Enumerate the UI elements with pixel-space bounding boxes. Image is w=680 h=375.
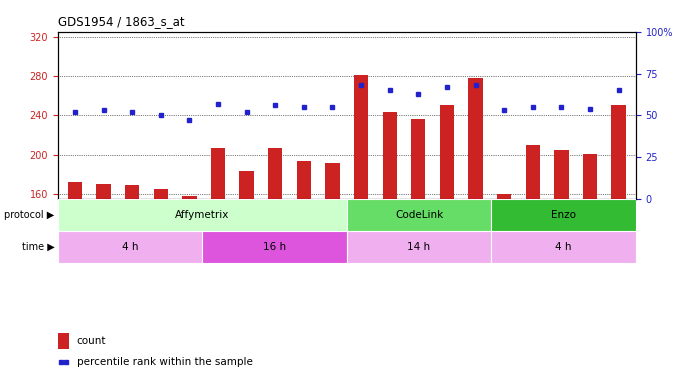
Bar	[440, 105, 454, 351]
Bar	[347, 231, 492, 262]
Text: protocol ▶: protocol ▶	[4, 210, 54, 220]
Bar	[497, 194, 511, 351]
Bar	[411, 119, 426, 351]
Text: CodeLink: CodeLink	[395, 210, 443, 220]
Bar	[611, 105, 626, 351]
Bar	[68, 182, 82, 351]
Bar	[492, 199, 636, 231]
Text: count: count	[77, 336, 106, 346]
Bar	[154, 189, 168, 351]
Bar	[58, 199, 347, 231]
Bar	[268, 148, 282, 351]
Text: percentile rank within the sample: percentile rank within the sample	[77, 357, 252, 367]
Bar	[203, 231, 347, 262]
Text: GDS1954 / 1863_s_at: GDS1954 / 1863_s_at	[58, 15, 184, 28]
Bar	[58, 333, 69, 349]
Text: Enzo: Enzo	[551, 210, 576, 220]
Bar	[182, 196, 197, 351]
Bar	[347, 199, 492, 231]
Text: 16 h: 16 h	[263, 242, 286, 252]
Text: 14 h: 14 h	[407, 242, 430, 252]
Bar	[383, 112, 397, 351]
Bar	[554, 150, 568, 351]
Text: 4 h: 4 h	[556, 242, 572, 252]
Bar	[583, 154, 597, 351]
Text: Affymetrix: Affymetrix	[175, 210, 229, 220]
Bar	[492, 231, 636, 262]
Bar	[97, 184, 111, 351]
Bar	[125, 185, 139, 351]
Text: time ▶: time ▶	[22, 242, 54, 252]
Bar	[325, 164, 339, 351]
Bar	[526, 145, 540, 351]
Bar	[211, 148, 225, 351]
Bar	[354, 75, 369, 351]
Bar	[469, 78, 483, 351]
Bar	[239, 171, 254, 351]
Text: 4 h: 4 h	[122, 242, 138, 252]
Bar	[296, 162, 311, 351]
Bar	[58, 231, 203, 262]
